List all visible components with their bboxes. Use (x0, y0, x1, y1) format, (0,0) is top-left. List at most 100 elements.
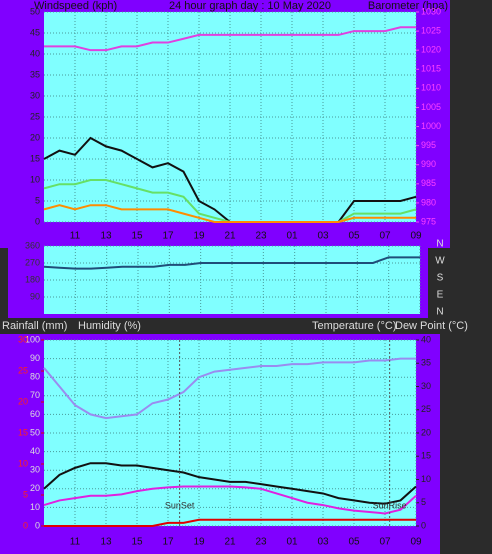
direction-label: N (436, 239, 443, 250)
temp-label: Temperature (°C) (312, 320, 396, 332)
series-line (43, 256, 420, 270)
y2-tick-label: 975 (421, 216, 436, 226)
rain-tick-label: 20 (18, 396, 28, 406)
y2-tick-label: 30 (421, 381, 431, 391)
x-tick-label: 15 (131, 231, 143, 242)
y-tick-label: 25 (30, 111, 40, 121)
x-tick-label: 09 (410, 231, 422, 242)
x-tick-label: 13 (100, 231, 112, 242)
x-tick-label: 07 (379, 537, 391, 548)
series-line (43, 204, 416, 223)
y-tick-label: 10 (30, 502, 40, 512)
y-tick-label: 100 (25, 334, 40, 344)
x-tick-label: 11 (70, 537, 81, 548)
rain-tick-label: 5 (23, 489, 28, 499)
rain-tick-label: 30 (18, 334, 28, 344)
humidity-label: Humidity (%) (78, 320, 141, 332)
y2-tick-label: 990 (421, 159, 436, 169)
x-tick-label: 11 (70, 231, 81, 242)
x-tick-label: 01 (286, 231, 298, 242)
y-tick-label: 30 (30, 465, 40, 475)
y-tick-label: 35 (30, 69, 40, 79)
y-tick-label: 90 (30, 353, 40, 363)
y-tick-label: 0 (35, 520, 40, 530)
y-tick-label: 40 (30, 446, 40, 456)
y-tick-label: 45 (30, 27, 40, 37)
x-tick-label: 23 (255, 231, 267, 242)
y2-tick-label: 15 (421, 451, 431, 461)
y-tick-label: 360 (25, 240, 40, 250)
y2-tick-label: 5 (421, 497, 426, 507)
y-tick-label: 20 (30, 132, 40, 142)
rain-label: Rainfall (mm) (2, 320, 67, 332)
x-tick-label: 01 (286, 537, 298, 548)
y-tick-label: 80 (30, 372, 40, 382)
y-tick-label: 90 (30, 291, 40, 301)
y-tick-label: 50 (30, 6, 40, 16)
rain-tick-label: 15 (18, 427, 28, 437)
x-tick-label: 21 (224, 231, 236, 242)
y2-tick-label: 1015 (421, 64, 441, 74)
x-tick-label: 09 (410, 537, 422, 548)
y-tick-label: 20 (30, 483, 40, 493)
dew-label: Dew Point (°C) (395, 320, 468, 332)
y-tick-label: 270 (25, 257, 40, 267)
baro-label: Barometer (hpa) (368, 0, 448, 12)
annotation: SunRise (373, 500, 407, 510)
x-tick-label: 17 (162, 537, 174, 548)
y-tick-label: 50 (30, 427, 40, 437)
y-tick-label: 5 (35, 195, 40, 205)
y-tick-label: 0 (35, 216, 40, 226)
x-tick-label: 13 (100, 537, 112, 548)
direction-label: N (436, 307, 443, 318)
x-tick-label: 17 (162, 231, 174, 242)
y2-tick-label: 25 (421, 404, 431, 414)
y2-tick-label: 985 (421, 178, 436, 188)
rain-tick-label: 10 (18, 458, 28, 468)
direction-label: S (437, 273, 444, 284)
y2-tick-label: 20 (421, 427, 431, 437)
y2-tick-label: 1005 (421, 102, 441, 112)
y-tick-label: 30 (30, 90, 40, 100)
rain-tick-label: 0 (23, 520, 28, 530)
chart-title: 24 hour graph day : 10 May 2020 (169, 0, 331, 12)
direction-label: W (435, 256, 445, 267)
y2-tick-label: 0 (421, 520, 426, 530)
y2-tick-label: 10 (421, 474, 431, 484)
y2-tick-label: 995 (421, 140, 436, 150)
y-tick-label: 10 (30, 174, 40, 184)
series-line (44, 518, 416, 527)
y2-tick-label: 1025 (421, 25, 441, 35)
series-line (44, 26, 416, 52)
y2-tick-label: 1030 (421, 6, 441, 16)
annotation: SunSet (165, 500, 195, 510)
y2-tick-label: 40 (421, 334, 431, 344)
y-tick-label: 70 (30, 390, 40, 400)
series-line (43, 357, 416, 420)
x-tick-label: 19 (193, 231, 205, 242)
x-tick-label: 21 (224, 537, 236, 548)
y2-tick-label: 1010 (421, 83, 441, 93)
x-tick-label: 03 (317, 231, 329, 242)
x-tick-label: 19 (193, 537, 205, 548)
y2-tick-label: 980 (421, 197, 436, 207)
y-tick-label: 180 (25, 274, 40, 284)
y2-tick-label: 1020 (421, 45, 441, 55)
x-tick-label: 05 (348, 537, 360, 548)
y-tick-label: 15 (30, 153, 40, 163)
rain-tick-label: 25 (18, 365, 28, 375)
wind-label: Windspeed (kph) (34, 0, 117, 12)
x-tick-label: 05 (348, 231, 360, 242)
direction-label: E (437, 290, 444, 301)
x-tick-label: 07 (379, 231, 391, 242)
x-tick-label: 03 (317, 537, 329, 548)
y2-tick-label: 35 (421, 358, 431, 368)
y-tick-label: 40 (30, 48, 40, 58)
series-line (43, 462, 417, 505)
y-tick-label: 60 (30, 409, 40, 419)
series-line (43, 485, 417, 515)
y2-tick-label: 1000 (421, 121, 441, 131)
x-tick-label: 23 (255, 537, 267, 548)
x-tick-label: 15 (131, 537, 143, 548)
